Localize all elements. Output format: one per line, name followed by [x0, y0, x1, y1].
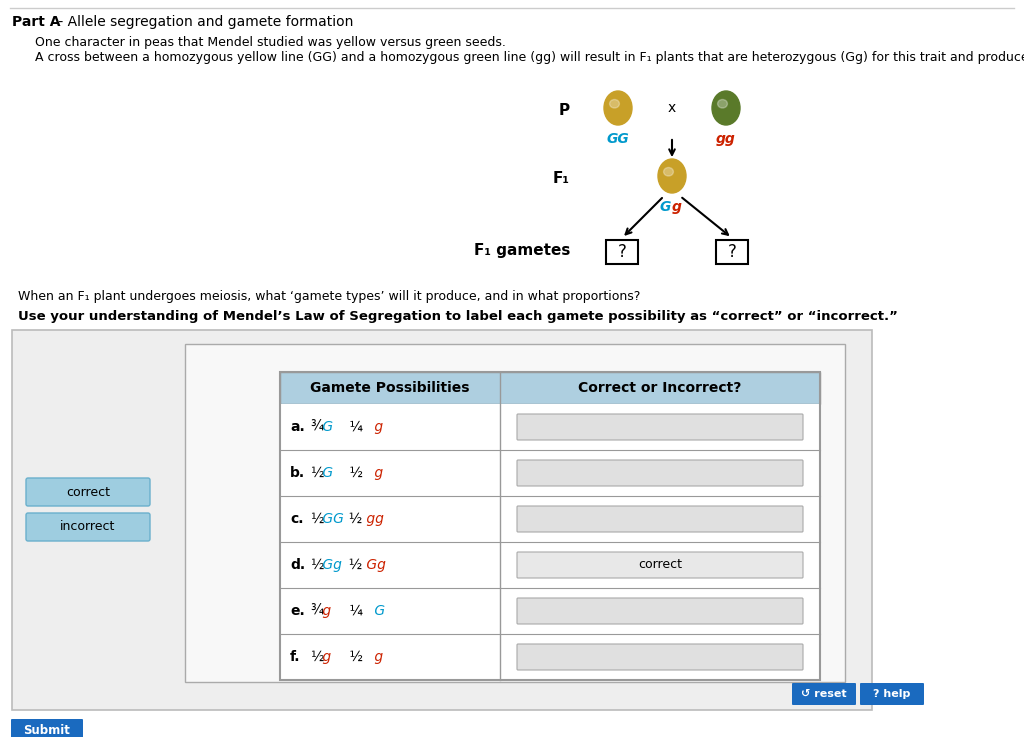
Text: g: g [317, 650, 331, 664]
Text: - Allele segregation and gamete formation: - Allele segregation and gamete formatio… [54, 15, 353, 29]
Text: correct: correct [66, 486, 110, 498]
Text: G: G [659, 200, 671, 214]
Text: ½: ½ [310, 466, 324, 480]
Text: ¾: ¾ [310, 604, 324, 618]
FancyBboxPatch shape [280, 404, 820, 450]
Text: correct: correct [638, 559, 682, 571]
Text: Part A: Part A [12, 15, 60, 29]
Text: ½: ½ [310, 558, 324, 572]
Text: e.: e. [290, 604, 305, 618]
Text: GG: GG [317, 512, 343, 526]
Ellipse shape [609, 99, 620, 108]
Text: Use your understanding of Mendel’s Law of Segregation to label each gamete possi: Use your understanding of Mendel’s Law o… [18, 310, 898, 323]
Ellipse shape [604, 91, 632, 125]
FancyBboxPatch shape [185, 344, 845, 682]
Text: G: G [317, 466, 333, 480]
Ellipse shape [718, 99, 727, 108]
FancyBboxPatch shape [280, 372, 820, 404]
Text: ½: ½ [310, 512, 324, 526]
Text: ¼: ¼ [333, 420, 364, 434]
Text: b.: b. [290, 466, 305, 480]
Text: ¼: ¼ [333, 604, 364, 618]
FancyBboxPatch shape [26, 513, 150, 541]
FancyBboxPatch shape [11, 719, 83, 737]
FancyBboxPatch shape [606, 240, 638, 264]
Text: Gg: Gg [317, 558, 341, 572]
Text: ½: ½ [333, 650, 364, 664]
Text: g: g [370, 466, 383, 480]
FancyBboxPatch shape [517, 414, 803, 440]
Text: gg: gg [362, 512, 384, 526]
Text: Gg: Gg [362, 558, 386, 572]
FancyBboxPatch shape [517, 506, 803, 532]
Text: gg: gg [716, 132, 736, 146]
Text: incorrect: incorrect [60, 520, 116, 534]
Text: G: G [370, 604, 385, 618]
Text: ½: ½ [310, 650, 324, 664]
Ellipse shape [664, 167, 674, 176]
FancyBboxPatch shape [280, 588, 820, 634]
Text: g: g [370, 650, 383, 664]
FancyBboxPatch shape [12, 330, 872, 710]
Ellipse shape [658, 159, 686, 193]
FancyBboxPatch shape [716, 240, 748, 264]
Text: When an F₁ plant undergoes meiosis, what ‘gamete types’ will it produce, and in : When an F₁ plant undergoes meiosis, what… [18, 290, 640, 303]
Text: ½: ½ [340, 558, 362, 572]
Text: g: g [672, 200, 682, 214]
FancyBboxPatch shape [280, 634, 820, 680]
Text: ?: ? [728, 243, 736, 261]
Text: F₁: F₁ [553, 170, 570, 186]
Text: Gamete Possibilities: Gamete Possibilities [310, 381, 470, 395]
Text: ½: ½ [340, 512, 362, 526]
Text: Correct or Incorrect?: Correct or Incorrect? [579, 381, 741, 395]
Text: x: x [668, 101, 676, 115]
Ellipse shape [712, 91, 740, 125]
FancyBboxPatch shape [860, 683, 924, 705]
Text: d.: d. [290, 558, 305, 572]
Text: ¾: ¾ [310, 420, 324, 434]
Text: ?: ? [617, 243, 627, 261]
FancyBboxPatch shape [26, 478, 150, 506]
FancyBboxPatch shape [280, 450, 820, 496]
FancyBboxPatch shape [517, 644, 803, 670]
Text: P: P [559, 102, 570, 117]
FancyBboxPatch shape [280, 542, 820, 588]
Text: ↺ reset: ↺ reset [801, 689, 847, 699]
Text: F₁ gametes: F₁ gametes [474, 242, 570, 257]
FancyBboxPatch shape [792, 683, 856, 705]
Text: ½: ½ [333, 466, 364, 480]
Text: f.: f. [290, 650, 300, 664]
Text: a.: a. [290, 420, 305, 434]
Text: g: g [317, 604, 331, 618]
Text: GG: GG [606, 132, 630, 146]
FancyBboxPatch shape [517, 598, 803, 624]
Text: G: G [317, 420, 333, 434]
FancyBboxPatch shape [517, 552, 803, 578]
Text: c.: c. [290, 512, 303, 526]
Text: ? help: ? help [873, 689, 910, 699]
Text: One character in peas that Mendel studied was yellow versus green seeds.: One character in peas that Mendel studie… [35, 35, 506, 49]
FancyBboxPatch shape [517, 460, 803, 486]
Text: g: g [370, 420, 383, 434]
Text: A cross between a homozygous yellow line (GG) and a homozygous green line (gg) w: A cross between a homozygous yellow line… [35, 51, 1024, 63]
Text: Submit: Submit [24, 724, 71, 736]
FancyBboxPatch shape [280, 496, 820, 542]
